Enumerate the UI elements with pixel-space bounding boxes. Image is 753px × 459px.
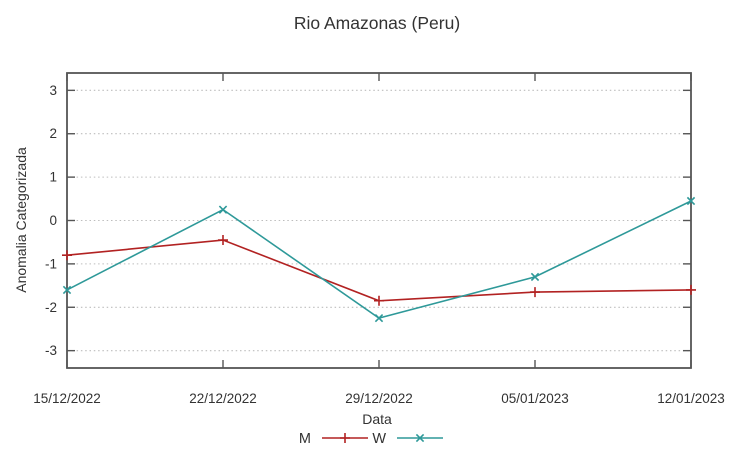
x-tick-label: 15/12/2022 — [33, 391, 101, 406]
x-tick-label: 05/01/2023 — [501, 391, 569, 406]
y-tick-label: 3 — [49, 83, 57, 98]
axes: -3 -2 -1 0 1 2 3 15/12/2022 22/12/2022 29/12/2022… — [33, 72, 725, 406]
y-tick-label: 1 — [49, 170, 57, 185]
data-point-m — [686, 284, 696, 295]
series-line-m — [66, 239, 692, 302]
legend-label-m: M — [299, 431, 311, 447]
y-tick-label: 2 — [49, 126, 57, 141]
y-tick-label: -3 — [45, 343, 57, 358]
legend-sample-marker-m — [340, 433, 350, 443]
legend-label-w: W — [372, 431, 386, 447]
x-tick-label: 29/12/2022 — [345, 391, 413, 406]
x-tick-label: 22/12/2022 — [189, 391, 257, 406]
data-point-w — [218, 205, 228, 214]
data-point-w — [62, 285, 72, 295]
data-point-m — [530, 287, 540, 298]
y-tick-label: 0 — [49, 213, 57, 228]
data-series — [62, 196, 696, 323]
data-point-m — [62, 250, 72, 261]
x-axis-label: Data — [362, 411, 392, 427]
chart-title: Rio Amazonas (Peru) — [294, 13, 460, 33]
x-tick-label: 12/01/2023 — [657, 391, 725, 406]
legend-sample-marker-w — [415, 433, 425, 443]
data-point-w — [530, 272, 540, 282]
y-axis-label: Anomalia Categorizada — [13, 147, 29, 293]
y-tick-label: -2 — [45, 300, 57, 315]
data-point-w — [374, 313, 384, 323]
data-point-m — [218, 235, 228, 246]
data-point-w — [686, 196, 696, 206]
y-tick-label: -1 — [45, 256, 57, 271]
gridlines — [68, 89, 690, 352]
data-point-m — [374, 295, 384, 306]
